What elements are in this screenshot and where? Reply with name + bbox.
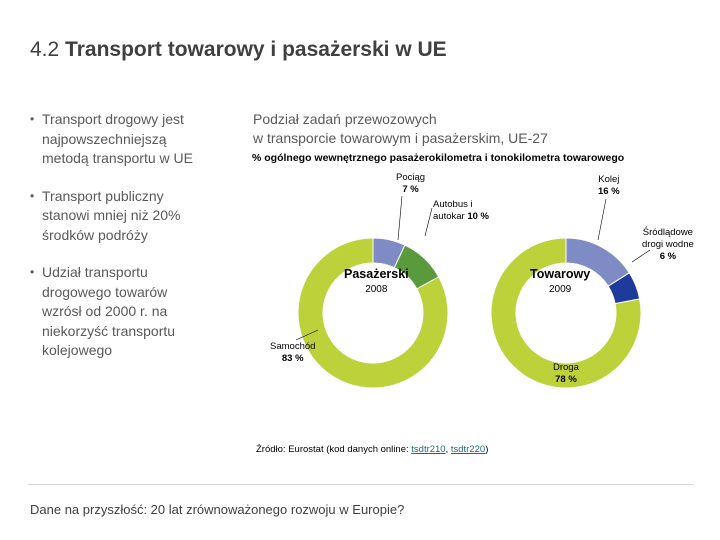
label-value: 78 % xyxy=(555,374,577,385)
label-autobus: Autobus i autokar 10 % xyxy=(433,199,489,223)
leader-line-autobus xyxy=(424,207,433,237)
bullet-line: Transport publiczny xyxy=(42,187,164,204)
title-number: 4.2 xyxy=(30,38,60,61)
bullet-list: Transport drogowy jest najpowszechniejsz… xyxy=(30,110,230,379)
label-kolej: Kolej 16 % xyxy=(598,174,620,198)
leader-line-srodladowe xyxy=(631,249,651,263)
page-title: 4.2 Transport towarowy i pasażerski w UE xyxy=(30,38,447,62)
donut-title: Pasażerski xyxy=(344,267,409,281)
bullet-line: Udział transportu xyxy=(42,264,148,280)
bullet-item: Udział transportu drogowego towarów wzró… xyxy=(30,263,230,361)
title-text: Transport towarowy i pasażerski w UE xyxy=(65,38,447,61)
donut-center-passenger: Pasażerski 2008 xyxy=(344,266,409,298)
label-value: 16 % xyxy=(598,186,620,197)
footer-divider xyxy=(28,484,694,485)
leader-line-samochod xyxy=(295,329,319,341)
donut-year: 2009 xyxy=(548,284,572,295)
bullet-line: Transport drogowy jest xyxy=(42,111,184,127)
bullet-line: stanowi mniej niż 20% xyxy=(42,207,181,223)
bullet-line: najpowszechniejszą xyxy=(42,130,167,147)
bullet-item: Transport drogowy jest najpowszechniejsz… xyxy=(30,110,230,169)
source-note: Źródło: Eurostat (kod danych online: tsd… xyxy=(256,444,489,455)
label-srodladowe: Śródlądowe drogi wodne 6 % xyxy=(642,227,694,263)
label-name: Droga xyxy=(553,362,579,373)
label-value: 6 % xyxy=(659,251,677,262)
source-link-tsdtr220[interactable]: tsdtr220 xyxy=(450,444,486,455)
bullet-item: Transport publiczny stanowi mniej niż 20… xyxy=(30,187,230,246)
footer-text: Dane na przyszłość: 20 lat zrównoważoneg… xyxy=(30,502,405,517)
chart-title: Podział zadań przewozowych w transporcie… xyxy=(253,110,548,148)
bullet-line: kolejowego xyxy=(42,342,113,358)
label-name: Śródlądowe xyxy=(642,227,693,238)
donut-year: 2008 xyxy=(365,284,388,295)
label-name: Kolej xyxy=(598,174,620,185)
label-name-value: autokar 10 % xyxy=(433,211,489,222)
source-link-tsdtr210[interactable]: tsdtr210 xyxy=(411,444,446,455)
donut-title: Towarowy xyxy=(530,267,591,281)
chart-title-line: Podział zadań przewozowych xyxy=(253,111,437,127)
leader-line-kolej xyxy=(597,198,607,241)
donut-center-freight: Towarowy 2009 xyxy=(530,266,590,298)
bullet-line: niekorzyść transportu xyxy=(42,322,176,339)
donut-slice-droga xyxy=(490,237,642,389)
label-name: Autobus i xyxy=(433,199,473,210)
leader-line-pociag xyxy=(397,195,403,241)
label-name: Samochód xyxy=(270,341,316,352)
label-name: Pociąg xyxy=(396,172,426,183)
label-droga: Droga 78 % xyxy=(553,362,579,386)
label-samochod: Samochód 83 % xyxy=(270,341,315,365)
label-name: drogi wodne xyxy=(642,239,694,250)
label-value: 7 % xyxy=(402,184,419,195)
label-value: 83 % xyxy=(281,353,304,364)
bullet-line: drogowego towarów xyxy=(42,283,168,300)
label-pociag: Pociąg 7 % xyxy=(396,172,425,196)
bullet-line: wzrósł od 2000 r. na xyxy=(42,303,168,319)
chart-subtitle: % ogólnego wewnętrznego pasażerokilometr… xyxy=(252,152,625,164)
bullet-line: środków podróży xyxy=(42,226,148,243)
bullet-line: metodą transportu w UE xyxy=(42,150,193,166)
donut-slice-samochod xyxy=(297,237,449,389)
chart-title-line: w transporcie towarowym i pasażerskim, U… xyxy=(253,130,548,146)
